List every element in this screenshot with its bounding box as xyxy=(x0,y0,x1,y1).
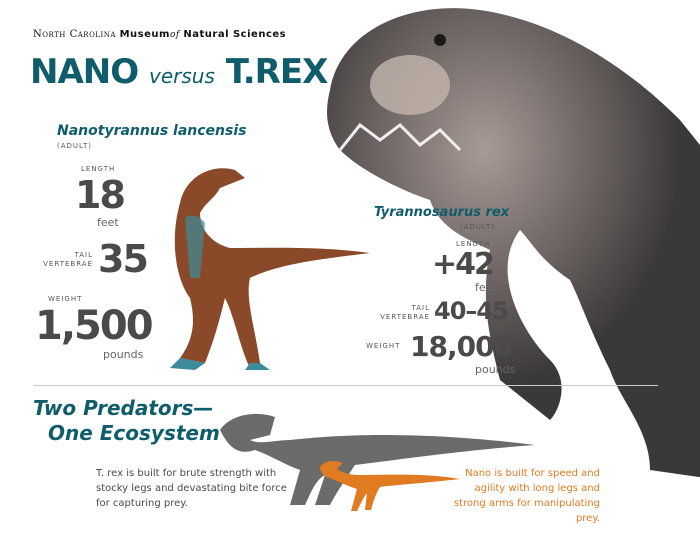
museum-logo: North Carolina Museumof Natural Sciences xyxy=(33,29,287,40)
page-title: NANO versus T.REX xyxy=(30,52,328,92)
size-comparison-silhouettes xyxy=(220,413,535,511)
trex-length-unit: feet xyxy=(475,281,497,294)
nano-length-label: LENGTH xyxy=(81,165,116,173)
trex-length-label: LENGTH xyxy=(456,240,491,248)
nano-species-name: Nanotyrannus lancensis xyxy=(57,123,247,139)
trex-tail-value: 40–45 xyxy=(434,297,509,325)
trex-silhouette xyxy=(220,413,535,505)
trex-weight-label: WEIGHT xyxy=(366,342,401,350)
trex-species-name: Tyrannosaurus rex xyxy=(374,205,510,220)
nano-weight-label: WEIGHT xyxy=(48,295,83,303)
nano-length-unit: feet xyxy=(97,216,119,229)
section-divider xyxy=(33,385,658,386)
nano-tail-label: TAIL VERTEBRAE xyxy=(43,251,93,268)
nanotyrannus-illustration xyxy=(170,168,370,370)
nano-weight-value: 1,500 xyxy=(35,303,154,349)
trex-illustration xyxy=(327,8,700,478)
trex-age: (ADULT) xyxy=(460,223,495,231)
nano-description: Nano is built for speed and agility with… xyxy=(453,468,600,524)
trex-weight-unit: pounds xyxy=(475,363,516,376)
nano-silhouette xyxy=(320,461,460,511)
trex-length-value: +42 xyxy=(432,247,495,282)
nano-tail-value: 35 xyxy=(98,237,149,281)
nano-length-value: 18 xyxy=(75,173,126,217)
trex-description: T. rex is built for brute strength with … xyxy=(96,468,287,509)
ecosystem-heading: Two Predators— One Ecosystem xyxy=(33,396,220,445)
trex-tail-label: TAIL VERTEBRAE xyxy=(380,304,430,321)
nano-weight-unit: pounds xyxy=(103,348,144,361)
nano-age: (ADULT) xyxy=(57,142,92,150)
trex-weight-value: 18,000 xyxy=(410,330,513,363)
